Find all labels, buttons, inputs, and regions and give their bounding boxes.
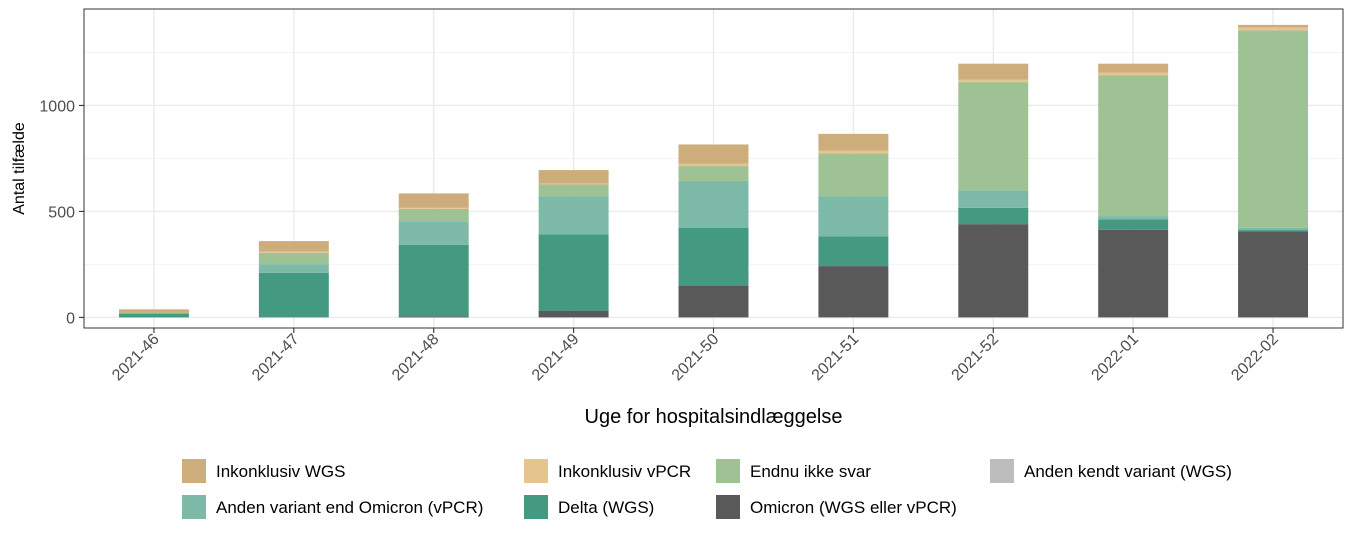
bar-segment — [1098, 72, 1169, 76]
bar-segment — [818, 266, 889, 318]
bar-segment — [1238, 30, 1309, 228]
bar-segment — [258, 272, 329, 318]
bar-segment — [678, 163, 749, 167]
bar-segment — [818, 196, 889, 237]
legend-label: Anden kendt variant (WGS) — [1024, 462, 1232, 481]
legend-label: Delta (WGS) — [558, 498, 654, 517]
y-tick-label: 1000 — [39, 98, 75, 115]
bar-segment — [398, 222, 469, 245]
legend-label: Inkonklusiv vPCR — [558, 462, 691, 481]
bar-segment — [818, 153, 889, 197]
bar-segment — [398, 193, 469, 208]
bar-segment — [1098, 75, 1169, 217]
bar-segment — [818, 236, 889, 267]
bar-segment — [398, 208, 469, 223]
bar-segment — [258, 264, 329, 273]
bar-segment — [538, 184, 609, 197]
y-tick-label: 0 — [66, 310, 75, 327]
bar-segment — [678, 144, 749, 164]
bar-segment — [1238, 27, 1309, 31]
legend-key — [716, 459, 740, 483]
bar-segment — [678, 227, 749, 286]
bar-segment — [1238, 227, 1309, 231]
legend-key — [716, 495, 740, 519]
legend-key — [990, 459, 1014, 483]
legend-label: Omicron (WGS eller vPCR) — [750, 498, 957, 517]
bar-segment — [538, 234, 609, 311]
legend-key — [182, 459, 206, 483]
bar-segment — [258, 251, 329, 253]
bar-segment — [958, 224, 1029, 318]
bar-segment — [818, 150, 889, 154]
bar-segment — [118, 309, 189, 313]
bar-segment — [538, 196, 609, 235]
bar-segment — [1238, 231, 1309, 318]
legend-key — [524, 495, 548, 519]
legend-key — [182, 495, 206, 519]
bar-segment — [1238, 24, 1309, 28]
y-tick-label: 500 — [48, 204, 75, 221]
bar-segment — [258, 252, 329, 265]
bar-segment — [258, 241, 329, 252]
bar-segment — [1098, 63, 1169, 73]
bar-segment — [538, 170, 609, 184]
bar-segment — [398, 316, 469, 318]
bar-segment — [678, 285, 749, 318]
legend: Inkonklusiv WGS Inkonklusiv vPCR Endnu ikk… — [182, 459, 1232, 519]
bar-segment — [538, 183, 609, 185]
bar-segment — [118, 313, 189, 318]
bar-segment — [958, 63, 1029, 80]
legend-key — [524, 459, 548, 483]
bar-segment — [118, 312, 189, 314]
bar-segment — [1098, 219, 1169, 230]
legend-label: Endnu ikke svar — [750, 462, 871, 481]
bar-segment — [398, 207, 469, 209]
legend-label: Anden variant end Omicron (vPCR) — [216, 498, 483, 517]
bar-segment — [398, 244, 469, 317]
bars — [118, 24, 1309, 318]
bar-segment — [958, 82, 1029, 191]
bar-segment — [818, 133, 889, 151]
bar-segment — [1098, 229, 1169, 318]
bar-segment — [958, 190, 1029, 208]
bar-segment — [958, 79, 1029, 83]
bar-segment — [1098, 216, 1169, 220]
bar-segment — [678, 180, 749, 228]
legend-label: Inkonklusiv WGS — [216, 462, 345, 481]
bar-segment — [1238, 230, 1309, 232]
y-axis-title: Antal tilfælde — [11, 122, 28, 215]
x-axis-title: Uge for hospitalsindlæggelse — [585, 406, 843, 428]
bar-segment — [538, 310, 609, 318]
bar-segment — [678, 166, 749, 181]
bar-segment — [958, 207, 1029, 225]
